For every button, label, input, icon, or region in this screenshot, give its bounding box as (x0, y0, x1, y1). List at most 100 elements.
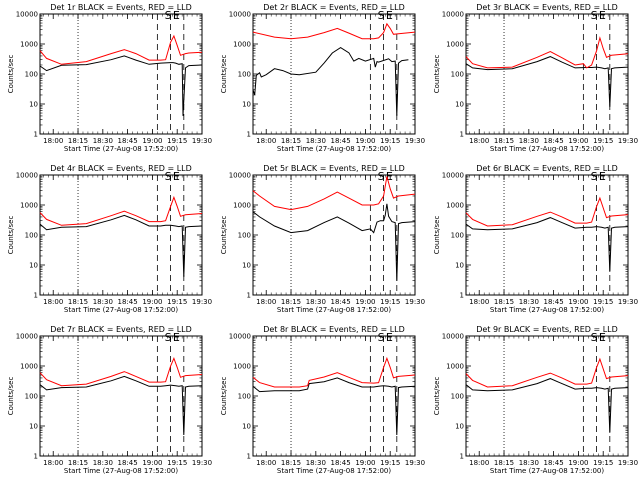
y-tick-label: 10000 (16, 11, 38, 19)
y-tick-label: 1 (460, 453, 464, 461)
x-tick-label: 19:00 (568, 137, 588, 145)
marker-s: S (378, 170, 385, 183)
y-tick-label: 10000 (442, 172, 464, 180)
x-tick-label: 18:30 (519, 459, 539, 467)
y-tick-label: 1 (34, 292, 38, 300)
x-axis-label: Start Time (27-Aug-08 17:52:00) (64, 467, 178, 475)
plot-frame (252, 335, 416, 457)
y-tick-label: 10000 (16, 172, 38, 180)
y-tick-label: 10000 (16, 333, 38, 341)
y-tick-label: 1000 (20, 202, 38, 210)
y-tick-label: 10 (29, 423, 38, 431)
y-tick-label: 10000 (229, 333, 251, 341)
x-tick-label: 19:15 (380, 459, 400, 467)
y-tick-label: 100 (25, 232, 38, 240)
x-tick-label: 18:15 (281, 298, 301, 306)
y-tick-label: 10 (242, 101, 251, 109)
y-tick-label: 1 (460, 131, 464, 139)
y-tick-label: 1000 (20, 41, 38, 49)
y-tick-label: 100 (25, 71, 38, 79)
y-tick-label: 1 (460, 292, 464, 300)
x-tick-label: 18:00 (256, 459, 276, 467)
x-axis-label: Start Time (27-Aug-08 17:52:00) (277, 306, 391, 314)
y-tick-label: 1000 (20, 363, 38, 371)
y-tick-label: 1000 (446, 202, 464, 210)
marker-e: E (386, 331, 393, 344)
x-tick-label: 19:15 (167, 459, 187, 467)
panel-title: Det 4r BLACK = Events, RED = LLD (50, 164, 192, 173)
x-tick-label: 19:00 (142, 298, 162, 306)
x-tick-label: 19:00 (355, 298, 375, 306)
panel-det-4: Det 4r BLACK = Events, RED = LLD 1 10 100 10… (7, 164, 212, 314)
plot-frame (39, 174, 203, 296)
x-axis-label: Start Time (27-Aug-08 17:52:00) (64, 145, 178, 153)
marker-s: S (591, 170, 598, 183)
y-tick-label: 1000 (446, 41, 464, 49)
series-lld-line (465, 196, 629, 227)
x-tick-label: 19:30 (618, 459, 638, 467)
x-tick-label: 18:45 (331, 137, 351, 145)
x-tick-label: 19:30 (192, 459, 212, 467)
x-tick-label: 19:30 (618, 137, 638, 145)
plot-frame (465, 13, 629, 135)
x-tick-label: 18:15 (494, 137, 514, 145)
x-tick-label: 18:00 (43, 459, 63, 467)
x-axis-label: Start Time (27-Aug-08 17:52:00) (490, 145, 604, 153)
x-tick-label: 19:00 (355, 137, 375, 145)
x-tick-label: 18:45 (118, 137, 138, 145)
x-tick-label: 19:15 (593, 459, 613, 467)
series-lld-line (465, 36, 629, 69)
x-tick-label: 18:30 (306, 459, 326, 467)
y-tick-label: 10 (455, 262, 464, 270)
y-tick-label: 100 (238, 232, 251, 240)
x-tick-label: 18:15 (494, 298, 514, 306)
x-axis-label: Start Time (27-Aug-08 17:52:00) (277, 145, 391, 153)
x-tick-label: 19:15 (167, 298, 187, 306)
x-tick-label: 18:00 (256, 298, 276, 306)
x-tick-label: 19:30 (192, 298, 212, 306)
y-tick-label: 10000 (229, 172, 251, 180)
y-tick-label: 100 (451, 393, 464, 401)
x-tick-label: 18:45 (331, 298, 351, 306)
x-tick-label: 19:15 (593, 137, 613, 145)
x-tick-label: 19:30 (192, 137, 212, 145)
panel-det-2: Det 2r BLACK = Events, RED = LLD 1 10 100 10… (220, 3, 425, 153)
x-tick-label: 19:00 (142, 137, 162, 145)
y-axis-label: Counts/sec (7, 55, 15, 94)
y-tick-label: 100 (238, 71, 251, 79)
series-events-line (39, 214, 203, 277)
y-tick-label: 1000 (446, 363, 464, 371)
x-tick-label: 19:15 (380, 137, 400, 145)
y-tick-label: 10000 (442, 11, 464, 19)
y-tick-label: 1000 (233, 41, 251, 49)
series-events-line (39, 375, 203, 436)
x-tick-label: 18:00 (469, 137, 489, 145)
x-tick-label: 18:15 (68, 459, 88, 467)
x-tick-label: 19:00 (355, 459, 375, 467)
x-tick-label: 19:15 (380, 298, 400, 306)
marker-s: S (591, 9, 598, 22)
series-lld-line (465, 357, 629, 388)
marker-e: E (599, 9, 606, 22)
series-events-line (39, 55, 203, 116)
panel-det-1: Det 1r BLACK = Events, RED = LLD 1 10 100 10… (7, 3, 212, 153)
panel-det-7: Det 7r BLACK = Events, RED = LLD 1 10 100 10… (7, 325, 212, 475)
x-tick-label: 19:15 (593, 298, 613, 306)
panel-title: Det 3r BLACK = Events, RED = LLD (476, 3, 618, 12)
panel-title: Det 2r BLACK = Events, RED = LLD (263, 3, 405, 12)
panel-det-8: Det 8r BLACK = Events, RED = LLD 1 10 100 10… (220, 325, 425, 475)
marker-e: E (599, 331, 606, 344)
marker-e: E (173, 331, 180, 344)
y-axis-label: Counts/sec (7, 377, 15, 416)
x-axis-label: Start Time (27-Aug-08 17:52:00) (490, 467, 604, 475)
panel-det-3: Det 3r BLACK = Events, RED = LLD 1 10 100 10… (433, 3, 638, 153)
x-tick-label: 19:30 (405, 298, 425, 306)
panel-det-6: Det 6r BLACK = Events, RED = LLD 1 10 100 10… (433, 164, 638, 314)
x-tick-label: 18:30 (93, 298, 113, 306)
plot-frame (465, 335, 629, 457)
x-tick-label: 18:00 (43, 298, 63, 306)
series-events-line (465, 378, 629, 433)
x-tick-label: 18:30 (93, 459, 113, 467)
x-tick-label: 18:00 (469, 298, 489, 306)
